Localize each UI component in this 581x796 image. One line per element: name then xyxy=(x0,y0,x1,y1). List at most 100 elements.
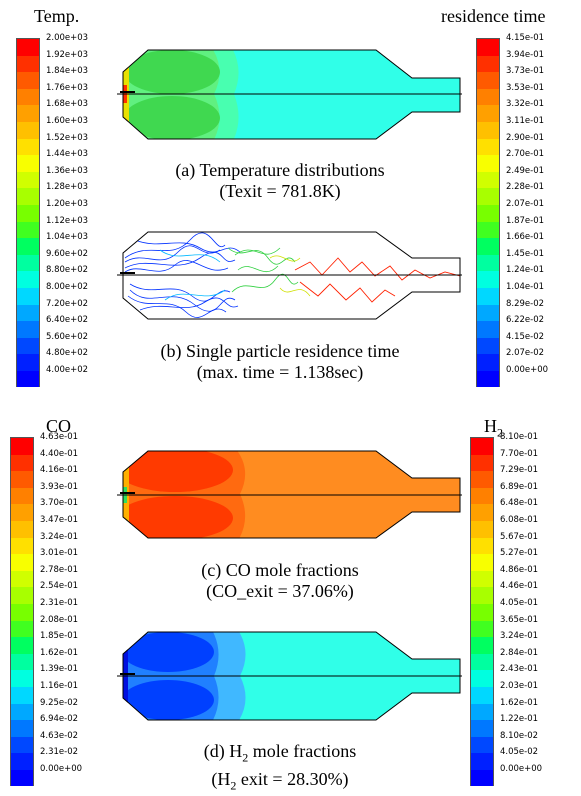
colorbar-label: 3.47e-01 xyxy=(40,515,79,525)
colorbar-label: 7.70e-01 xyxy=(500,448,539,459)
colorbar-label: 6.22e-02 xyxy=(506,315,545,326)
colorbar-label: 1.76e+03 xyxy=(46,82,89,93)
colorbar-label: 9.25e-02 xyxy=(40,697,79,708)
colorbar-label: 5.27e-01 xyxy=(500,548,539,559)
colorbar-label: 4.05e-01 xyxy=(500,598,539,608)
colorbar-swatch xyxy=(17,354,39,371)
colorbar-label: 1.92e+03 xyxy=(46,49,89,60)
colorbar-swatch xyxy=(11,670,33,687)
colorbar-swatch xyxy=(11,769,33,787)
colorbar-label: 3.53e-01 xyxy=(506,82,545,93)
colorbar-label: 2.00e+03 xyxy=(46,33,89,43)
colorbar-label: 2.31e-02 xyxy=(40,747,79,758)
colorbar-swatch xyxy=(471,703,493,721)
colorbar-swatch xyxy=(477,155,499,172)
colorbar-swatch xyxy=(17,55,39,73)
colorbar-label: 1.16e-01 xyxy=(40,681,79,691)
colorbar-swatch xyxy=(471,686,493,704)
colorbar-label: 5.60e+02 xyxy=(46,331,89,342)
colorbar-label: 2.08e-01 xyxy=(40,614,79,625)
colorbar-swatch xyxy=(11,504,33,521)
colorbar-swatch xyxy=(11,653,33,671)
colorbar-swatch xyxy=(471,637,493,654)
colorbar-label: 1.28e+03 xyxy=(46,182,89,193)
colorbar-swatch xyxy=(17,271,39,288)
colorbar-label: 8.29e-02 xyxy=(506,298,545,309)
colorbar-label: 0.00e+00 xyxy=(506,365,549,375)
colorbar-label: 1.87e-01 xyxy=(506,215,545,226)
colorbar-label: 2.49e-01 xyxy=(506,165,545,176)
colorbar-swatch xyxy=(471,570,493,588)
colorbar-label: 8.10e-01 xyxy=(500,432,539,442)
colorbar-swatches xyxy=(10,437,34,787)
colorbar-label: 1.45e-01 xyxy=(506,248,545,259)
caption-d-line1: (d) H2 mole fractions xyxy=(140,741,420,769)
colorbar-label: 1.39e-01 xyxy=(40,664,79,675)
colorbar-swatch xyxy=(17,121,39,139)
colorbar-label: 6.94e-02 xyxy=(40,714,79,725)
colorbar-label: 0.00e+00 xyxy=(500,764,543,774)
colorbar-label: 2.78e-01 xyxy=(40,564,79,575)
colorbar-swatch xyxy=(477,337,499,355)
plot-co-mole-fraction xyxy=(117,450,462,539)
colorbar-label: 1.52e+03 xyxy=(46,132,89,143)
colorbar-label: 2.43e-01 xyxy=(500,664,539,675)
colorbar-label: 1.62e-01 xyxy=(40,647,79,658)
colorbar-swatch xyxy=(17,254,39,272)
colorbar-label: 1.04e-01 xyxy=(506,282,545,292)
caption-b: (b) Single particle residence time (max.… xyxy=(130,341,430,383)
colorbar-swatch xyxy=(17,105,39,122)
colorbar-label: 4.05e-02 xyxy=(500,747,539,758)
co-legend-title: CO xyxy=(46,416,72,436)
colorbar-swatch xyxy=(11,620,33,638)
plot-h2-mole-fraction xyxy=(117,631,462,721)
colorbar-label: 3.70e-01 xyxy=(40,498,79,509)
colorbar-swatch xyxy=(471,587,493,604)
colorbar-swatch xyxy=(17,204,39,222)
colorbar-swatch xyxy=(471,471,493,488)
colorbar-label: 1.36e+03 xyxy=(46,165,89,176)
colorbar-swatch xyxy=(17,304,39,322)
colorbar-label: 4.46e-01 xyxy=(500,581,539,592)
colorbar-label: 3.32e-01 xyxy=(506,99,545,110)
colorbar-swatch xyxy=(11,587,33,604)
colorbar-swatch xyxy=(11,454,33,472)
colorbar-swatch xyxy=(477,304,499,322)
caption-d-line1-post: mole fractions xyxy=(248,741,357,761)
colorbar-swatch xyxy=(477,204,499,222)
colorbar-label: 3.93e-01 xyxy=(40,481,79,492)
colorbar-label: 2.90e-01 xyxy=(506,132,545,143)
caption-d-line2-post: exit = 28.30%) xyxy=(236,768,349,789)
colorbar-label: 4.15e-01 xyxy=(506,33,545,43)
colorbar-swatch xyxy=(17,155,39,172)
colorbar-swatch xyxy=(471,653,493,671)
plot-residence-time xyxy=(117,231,462,320)
colorbar-swatch xyxy=(477,138,499,156)
caption-b-line1: (b) Single particle residence time xyxy=(160,341,400,361)
colorbar-label: 3.94e-01 xyxy=(506,49,545,60)
colorbar-label: 6.48e-01 xyxy=(500,498,539,509)
colorbar-label: 2.70e-01 xyxy=(506,149,545,160)
caption-d-line1-sub: 2 xyxy=(242,750,249,765)
colorbar-swatch xyxy=(11,438,33,455)
colorbar-swatch xyxy=(471,670,493,687)
colorbar-label: 2.07e-01 xyxy=(506,199,545,209)
caption-d: (d) H2 mole fractions (H 2 exit = 28.30%) xyxy=(140,741,420,796)
colorbar-swatch xyxy=(17,370,39,388)
colorbar-label: 1.84e+03 xyxy=(46,66,89,77)
colorbar-label: 6.08e-01 xyxy=(500,515,539,525)
colorbar-label: 3.11e-01 xyxy=(506,116,545,126)
colorbar-label: 1.85e-01 xyxy=(40,631,79,642)
colorbar-label: 0.00e+00 xyxy=(40,764,83,774)
colorbar-swatches xyxy=(470,437,494,787)
colorbar-label: 1.24e-01 xyxy=(506,265,545,276)
colorbar-swatch xyxy=(11,720,33,737)
colorbar-swatch xyxy=(477,254,499,272)
colorbar-swatch xyxy=(11,471,33,488)
colorbar-label: 1.60e+03 xyxy=(46,116,89,126)
caption-d-line2-pre: (H xyxy=(211,768,231,789)
colorbar-swatch xyxy=(477,321,499,338)
colorbar-label: 8.10e-02 xyxy=(500,730,539,741)
colorbar-swatch xyxy=(11,686,33,704)
colorbar-swatch xyxy=(11,570,33,588)
